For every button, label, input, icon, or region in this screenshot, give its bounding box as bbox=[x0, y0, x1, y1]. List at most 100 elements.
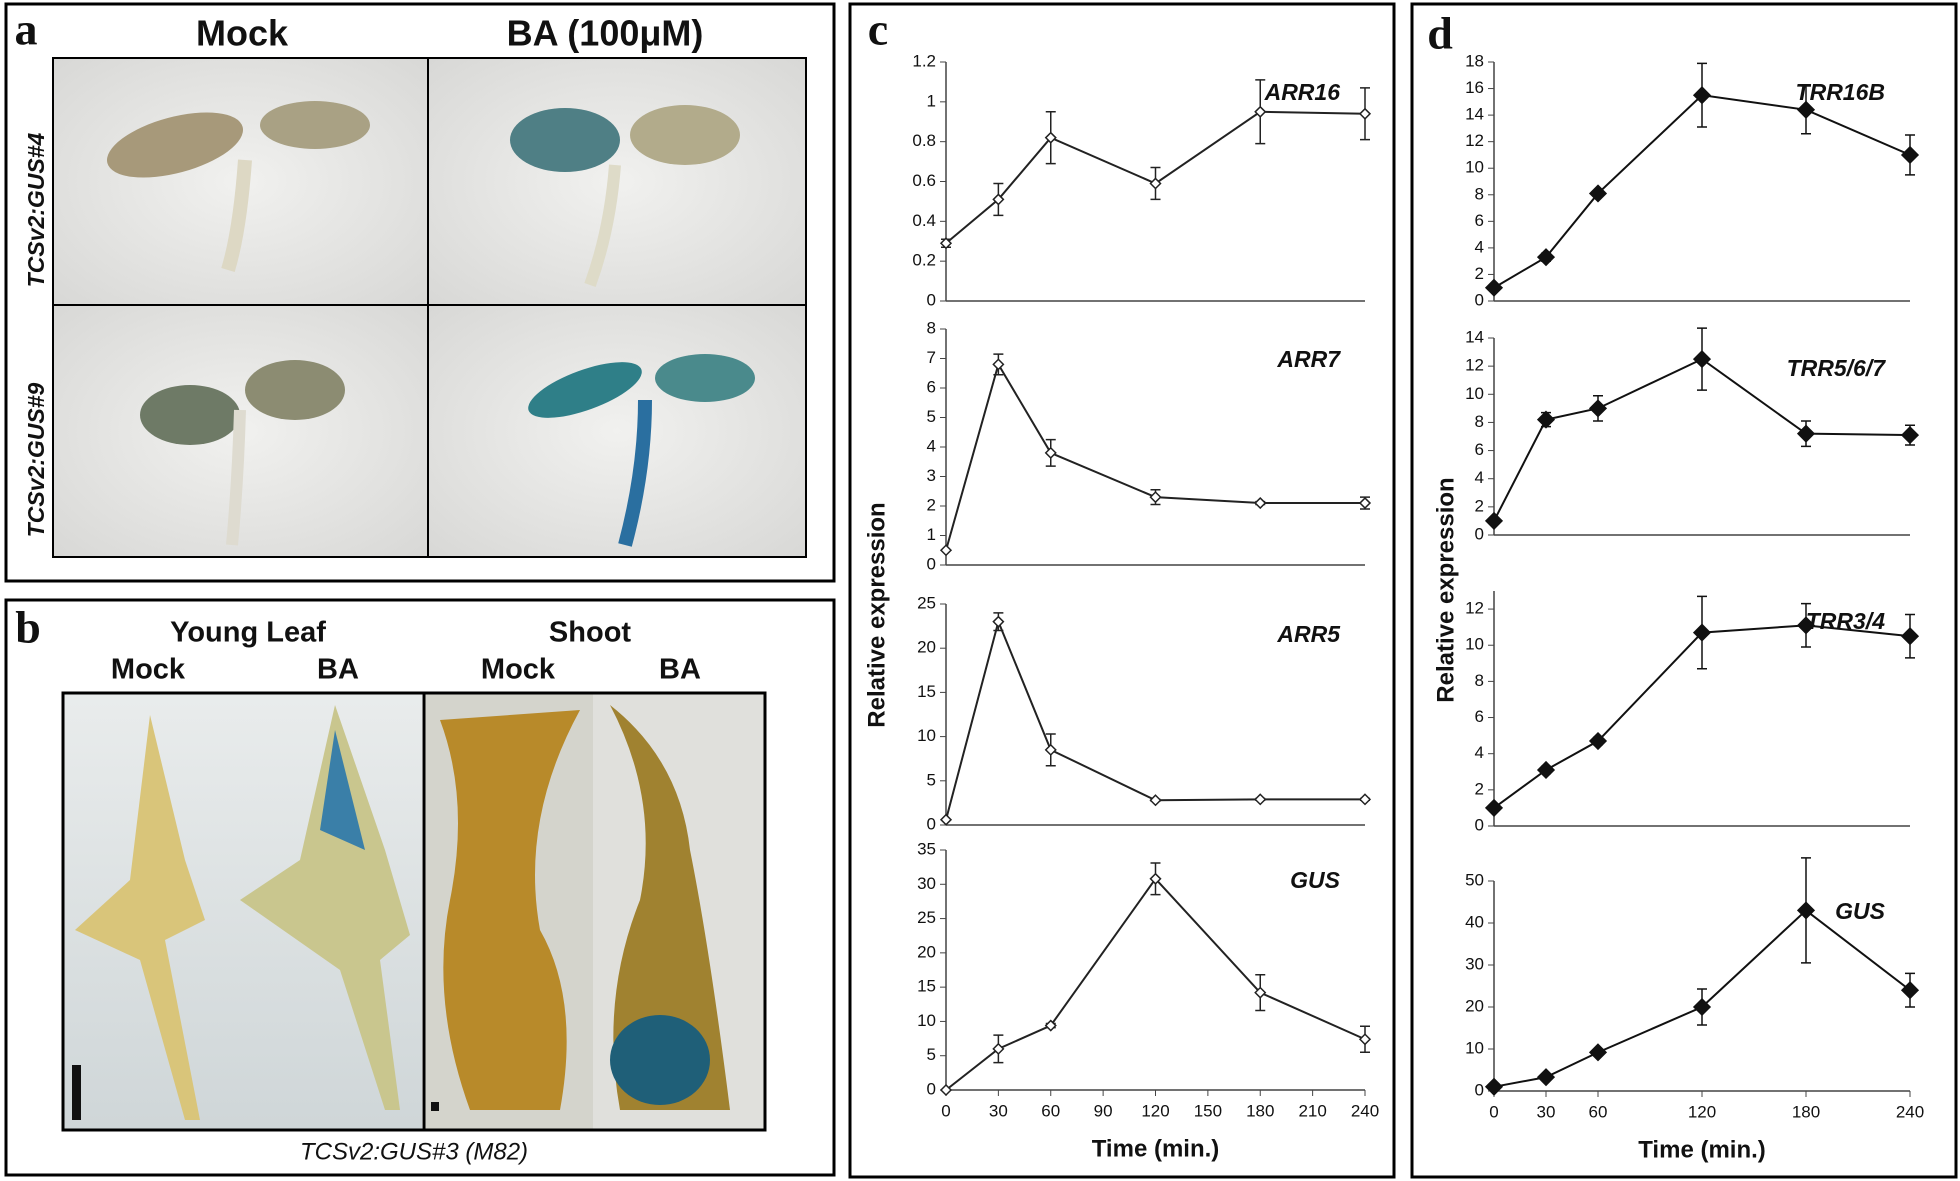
seedling bbox=[140, 385, 240, 445]
x-tick-label: 90 bbox=[1094, 1101, 1113, 1120]
seedling bbox=[221, 159, 252, 273]
y-tick-label: 2 bbox=[927, 495, 936, 514]
x-axis-label: Time (min.) bbox=[1092, 1135, 1220, 1162]
y-tick-label: 4 bbox=[1475, 237, 1484, 256]
data-line bbox=[1493, 94, 1911, 289]
seedling bbox=[528, 362, 642, 418]
data-line bbox=[945, 110, 1366, 245]
data-point bbox=[1588, 184, 1608, 203]
data-point bbox=[1692, 623, 1712, 642]
photo-grid bbox=[52, 57, 807, 558]
data-point bbox=[1484, 511, 1504, 530]
y-tick-label: 4 bbox=[1475, 743, 1484, 762]
chart-title: TRR16B bbox=[1796, 79, 1885, 105]
data-point bbox=[939, 544, 953, 557]
y-tick-label: 0 bbox=[927, 814, 936, 833]
leaf-stain bbox=[320, 730, 365, 850]
data-point bbox=[1149, 794, 1162, 807]
seedling bbox=[630, 105, 740, 165]
chart-title: GUS bbox=[1290, 867, 1341, 893]
y-tick-label: 2 bbox=[1475, 496, 1484, 515]
data-point bbox=[1484, 1077, 1504, 1096]
y-axis-label: Relative expression bbox=[1432, 477, 1459, 702]
data-line bbox=[1493, 909, 1911, 1088]
x-tick-label: 240 bbox=[1351, 1101, 1379, 1120]
seedling bbox=[106, 112, 244, 178]
y-tick-label: 30 bbox=[917, 874, 936, 893]
y-tick-label: 30 bbox=[1465, 954, 1484, 973]
seedling bbox=[510, 108, 620, 172]
y-tick-label: 10 bbox=[1465, 158, 1484, 177]
seedling bbox=[618, 399, 652, 547]
data-point bbox=[1044, 743, 1057, 756]
y-tick-label: 6 bbox=[1475, 440, 1484, 459]
data-point bbox=[1900, 145, 1920, 165]
caption: TCSv2:GUS#3 (M82) bbox=[300, 1138, 528, 1165]
scale-bar bbox=[72, 1065, 81, 1120]
y-axis-label: Relative expression bbox=[863, 502, 890, 727]
seedling bbox=[584, 164, 621, 288]
data-point bbox=[1588, 1043, 1608, 1062]
data-line bbox=[945, 877, 1366, 1091]
data-point bbox=[1588, 731, 1608, 751]
seedling bbox=[226, 409, 246, 546]
y-tick-label: 6 bbox=[1475, 707, 1484, 726]
data-point bbox=[1358, 793, 1372, 806]
y-tick-label: 5 bbox=[927, 1045, 936, 1064]
panel-label: b bbox=[15, 602, 41, 653]
x-tick-label: 60 bbox=[1589, 1102, 1608, 1121]
y-tick-label: 14 bbox=[1465, 327, 1484, 346]
photo-border bbox=[52, 57, 807, 558]
y-tick-label: 15 bbox=[917, 977, 936, 996]
y-tick-label: 5 bbox=[927, 770, 936, 789]
data-point bbox=[1149, 872, 1162, 885]
y-tick-label: 20 bbox=[1465, 996, 1484, 1015]
data-point bbox=[1692, 997, 1712, 1017]
chart-title: TRR5/6/7 bbox=[1787, 355, 1887, 381]
data-point bbox=[1796, 616, 1816, 635]
x-tick-label: 60 bbox=[1041, 1101, 1060, 1120]
data-point bbox=[939, 813, 953, 826]
shoot bbox=[440, 710, 580, 1110]
x-tick-label: 180 bbox=[1792, 1102, 1820, 1121]
y-tick-label: 0.4 bbox=[912, 211, 936, 230]
data-point bbox=[1044, 131, 1057, 144]
x-tick-label: 0 bbox=[1489, 1102, 1498, 1121]
y-tick-label: 0.2 bbox=[912, 251, 936, 270]
x-tick-label: 210 bbox=[1298, 1101, 1326, 1120]
x-axis-label: Time (min.) bbox=[1638, 1136, 1766, 1163]
leaf bbox=[75, 715, 205, 1120]
x-tick-label: 120 bbox=[1141, 1101, 1169, 1120]
data-point bbox=[1692, 350, 1712, 369]
data-point bbox=[1254, 793, 1267, 806]
chart-title: ARR16 bbox=[1264, 79, 1341, 105]
data-point bbox=[939, 1083, 953, 1097]
column-label: BA bbox=[659, 654, 701, 686]
y-tick-label: 7 bbox=[927, 348, 936, 367]
data-point bbox=[1692, 86, 1712, 105]
y-tick-label: 12 bbox=[1465, 356, 1484, 375]
y-tick-label: 1 bbox=[927, 525, 936, 544]
y-tick-label: 10 bbox=[1465, 384, 1484, 403]
data-point bbox=[1044, 1019, 1057, 1032]
y-tick-label: 15 bbox=[917, 682, 936, 701]
y-tick-label: 0 bbox=[927, 554, 936, 573]
y-tick-label: 8 bbox=[1475, 184, 1484, 203]
data-point bbox=[992, 615, 1005, 628]
column-label: BA (100μM) bbox=[507, 13, 704, 54]
data-point bbox=[992, 1042, 1005, 1055]
y-tick-label: 25 bbox=[917, 593, 936, 612]
row-label: TCSv2:GUS#9 bbox=[23, 382, 49, 537]
y-tick-label: 6 bbox=[1475, 211, 1484, 230]
panel-frame bbox=[1410, 2, 1958, 1179]
data-point bbox=[1900, 426, 1920, 445]
y-tick-label: 14 bbox=[1465, 105, 1484, 124]
chart-title: GUS bbox=[1835, 898, 1886, 924]
photo-border bbox=[61, 691, 767, 1132]
column-label: Mock bbox=[481, 654, 556, 686]
chart-title: ARR5 bbox=[1276, 621, 1341, 647]
panel-label: a bbox=[15, 4, 38, 55]
y-tick-label: 1.2 bbox=[912, 51, 936, 70]
y-tick-label: 8 bbox=[1475, 671, 1484, 690]
seedling bbox=[655, 354, 755, 402]
